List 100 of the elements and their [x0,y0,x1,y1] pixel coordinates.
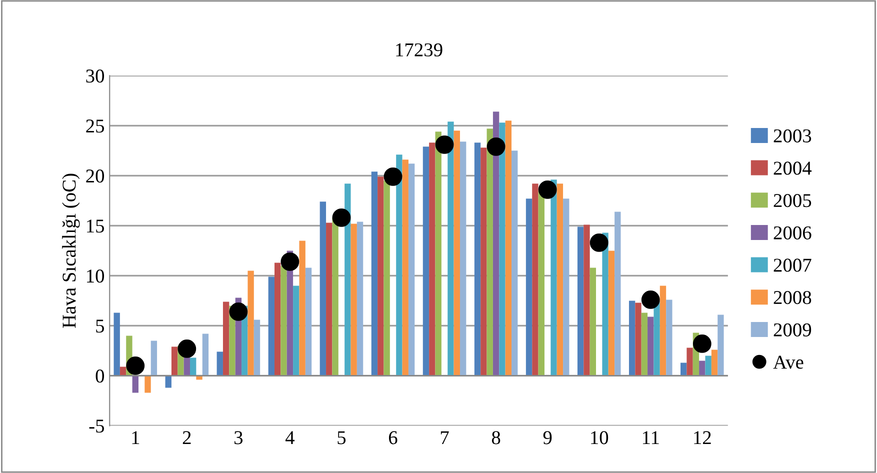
bar [422,146,430,376]
point [126,356,145,375]
bar [384,180,390,376]
bar [332,218,338,376]
bar [202,334,209,376]
legend-label: 2009 [774,323,812,336]
x-tick-label: 5 [338,431,346,444]
bar [577,226,584,376]
bar [628,300,636,376]
bar [550,180,557,376]
bar [222,302,230,376]
bar [274,262,281,376]
bar [584,224,590,376]
bar [563,198,570,376]
bar [705,356,712,376]
bar [268,276,274,376]
y-axis-title: Hava Sıcaklığı (oC) [62,174,80,328]
x-tick-label: 7 [440,431,449,444]
bar [718,314,724,376]
bar [711,350,718,376]
bar [320,202,326,376]
bar [499,122,506,376]
x-tick-label: 11 [642,431,659,444]
bar [654,300,660,376]
x-tick-label: 1 [132,431,140,444]
bar [608,250,615,376]
bar [641,312,648,376]
y-tick-label: 15 [87,220,104,233]
bar [505,120,512,376]
bar [538,190,544,376]
point [332,208,351,227]
x-tick-label: 2 [182,431,191,444]
y-tick-label: 30 [86,69,104,83]
bar [254,320,260,376]
bar [556,184,564,376]
y-tick-label: 25 [86,120,104,133]
bar [396,154,402,376]
bar [344,184,351,376]
legend-label: 2008 [774,291,812,304]
bar [190,358,196,376]
bar [699,360,706,376]
bar [371,172,378,376]
bar [408,164,415,376]
x-tick-label: 3 [234,431,243,444]
bar [305,268,312,376]
bar [435,132,442,376]
y-tick-label: 20 [86,170,104,183]
bar [299,240,306,376]
legend-label: 2004 [774,162,812,175]
point [692,334,712,353]
bar [460,142,466,376]
bar [248,270,254,376]
legend-label: 2006 [774,226,812,240]
point [538,180,557,199]
bar [120,366,126,376]
x-tick-label: 8 [492,431,500,444]
y-tick-label: 0 [96,370,104,383]
bar [171,346,178,376]
point [229,302,248,321]
bar [590,268,596,376]
bar [350,224,357,376]
point [641,290,660,309]
point [486,137,506,156]
x-tick-label: 6 [388,431,398,444]
y-tick-label: 5 [96,320,104,333]
x-tick-label: 9 [543,431,552,444]
point [435,135,454,154]
bar [280,266,287,376]
bar [454,130,460,376]
point [280,252,300,271]
bar [356,222,364,376]
bar [532,184,538,376]
bar [660,286,666,376]
legend-label: 2005 [774,194,812,208]
bar [429,142,436,376]
y-tick-label: -5 [89,420,104,433]
bar [686,348,693,376]
x-tick-label: 12 [694,431,711,444]
x-tick-label: 4 [285,431,295,444]
bar [378,176,384,376]
bar [666,300,672,376]
bar [526,198,532,376]
bar [492,112,500,376]
legend-label: Ave [773,356,804,369]
bar [326,222,332,376]
bar [512,150,518,376]
bar [150,340,158,376]
bar [448,122,454,376]
bar [132,376,138,393]
bar [402,160,408,376]
point [590,233,608,252]
bar [293,286,300,376]
bar [216,352,223,376]
bar [614,212,621,376]
chart-title: 17239 [396,43,442,56]
bar [144,376,151,393]
legend-label: 2007 [774,258,812,272]
bar [474,142,481,376]
legend-label: 2003 [774,129,812,142]
bar [480,148,487,376]
